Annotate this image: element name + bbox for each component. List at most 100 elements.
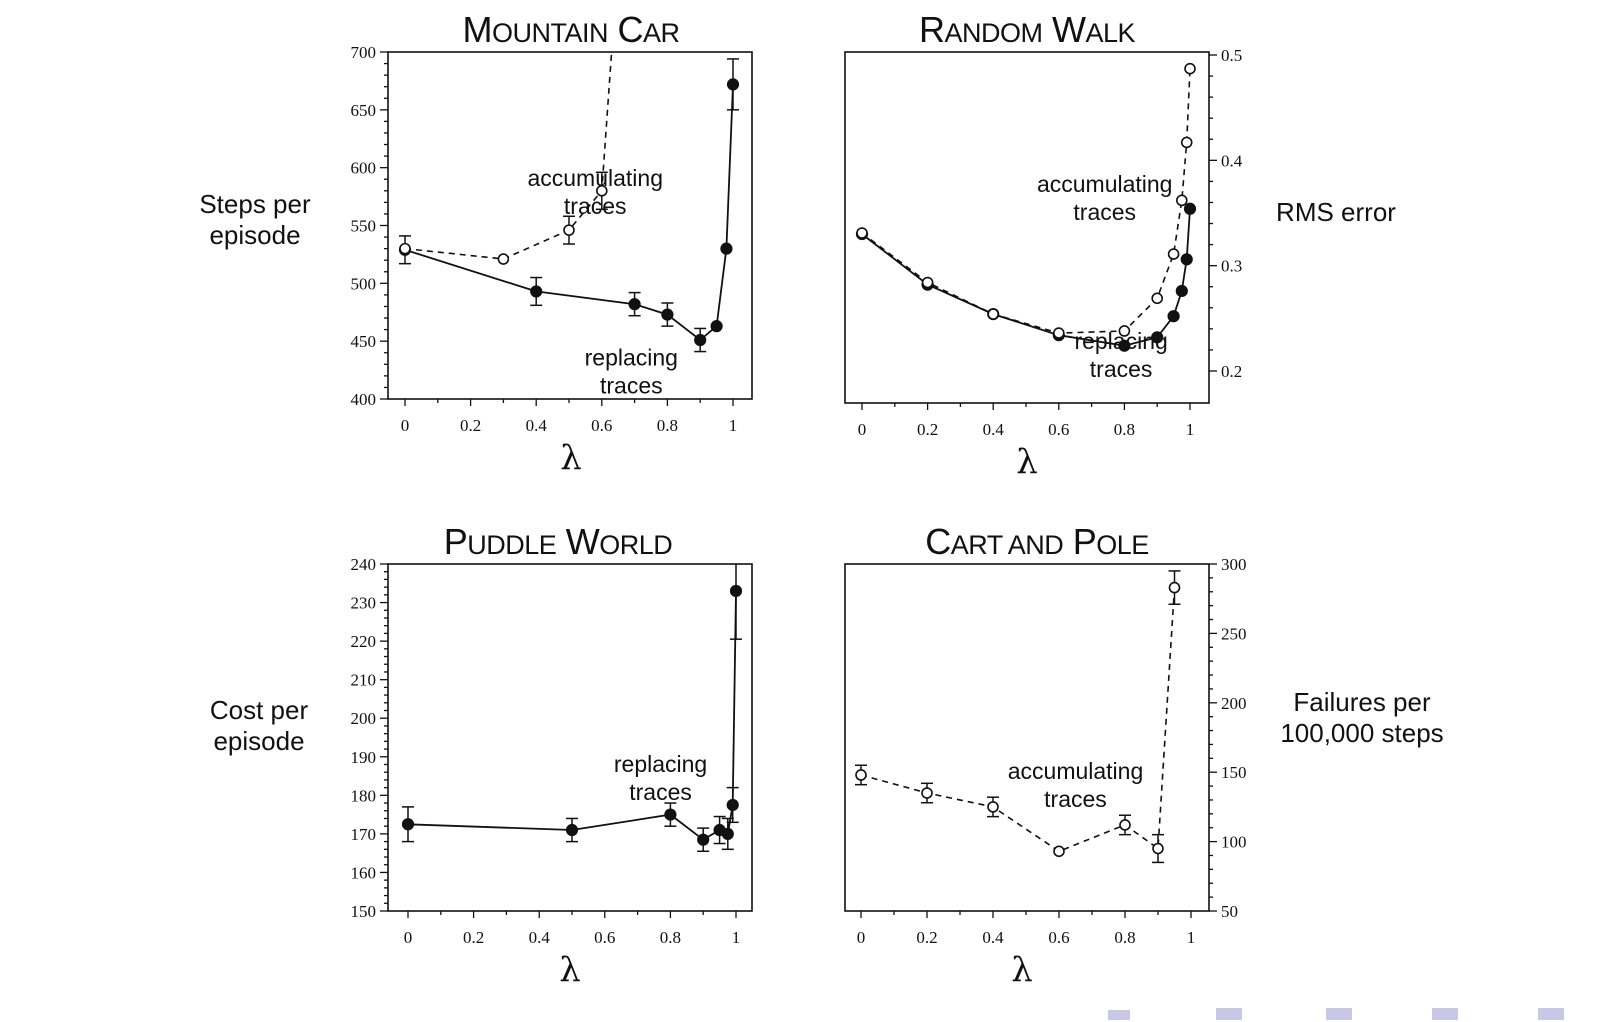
annotation-label: accumulating traces <box>1037 171 1173 225</box>
cart-and-pole-title: CART AND POLE <box>925 521 1149 562</box>
data-point <box>726 798 739 812</box>
title-part: W <box>556 521 600 562</box>
data-point <box>710 320 723 333</box>
y-axis-label-line: Steps per <box>199 189 311 219</box>
data-point <box>921 787 933 799</box>
annotation-label: replacing traces <box>1074 328 1167 382</box>
x-tick-label: 0.4 <box>529 928 551 947</box>
data-point <box>987 801 999 813</box>
title-part: P <box>444 521 468 562</box>
y-tick-label: 150 <box>1221 763 1247 782</box>
title-part: W <box>1042 9 1086 50</box>
y-axis-label-line: Failures per <box>1293 687 1431 717</box>
mountain-car-x-axis-label: λ <box>560 438 582 478</box>
title-part: C <box>608 9 643 50</box>
annotation-label: replacing traces <box>585 344 678 398</box>
annotation-line: accumulating <box>1008 758 1144 784</box>
data-point <box>1184 62 1196 75</box>
x-tick-label: 0.6 <box>1048 420 1069 439</box>
data-point <box>595 185 608 197</box>
series-line <box>860 587 1176 853</box>
data-point <box>1180 253 1193 266</box>
y-tick-label: 700 <box>351 43 377 62</box>
y-tick-label: 160 <box>351 863 377 882</box>
x-tick-label: 0 <box>857 928 866 947</box>
random-walk-series-accumulating <box>856 62 1196 339</box>
y-tick-label: 250 <box>1221 624 1247 643</box>
data-point <box>661 308 674 321</box>
data-point <box>1053 327 1065 339</box>
x-tick-label: 0.8 <box>1114 420 1135 439</box>
data-point <box>1180 136 1193 149</box>
title-part: R <box>919 9 945 50</box>
y-tick-label: 300 <box>1221 555 1247 574</box>
annotation-line: replacing <box>585 344 678 370</box>
cart-and-pole-y-axis-label: Failures per 100,000 steps <box>1280 687 1443 748</box>
y-axis-label-line: episode <box>209 220 300 250</box>
data-point <box>1183 202 1197 215</box>
data-point <box>628 298 641 311</box>
mountain-car-title: MOUNTAIN CAR <box>462 9 679 50</box>
data-point <box>1118 325 1131 337</box>
annotation-line: accumulating <box>527 165 663 191</box>
x-tick-label: 1 <box>729 416 738 435</box>
annotation-line: traces <box>629 779 692 805</box>
title-part: M <box>462 9 492 50</box>
puddle-world-x-axis-label: λ <box>559 950 581 990</box>
y-axis-label-line: 100,000 steps <box>1280 718 1443 748</box>
data-point <box>1119 819 1131 831</box>
y-tick-label: 220 <box>351 632 377 651</box>
annotation-line: traces <box>564 193 627 219</box>
data-point <box>1053 845 1065 858</box>
annotation-line: traces <box>1090 356 1153 382</box>
x-tick-label: 0.2 <box>916 928 937 947</box>
title-part: ART AND <box>951 530 1064 560</box>
title-part: OUNTAIN <box>492 18 608 48</box>
x-tick-label: 1 <box>732 928 741 947</box>
x-tick-label: 0.6 <box>591 416 612 435</box>
mountain-car-series-accumulating <box>399 52 613 265</box>
y-axis-label-line: episode <box>213 726 304 756</box>
title-part: OLE <box>1096 530 1149 560</box>
data-point <box>856 227 868 239</box>
random-walk-x-axis-label: λ <box>1016 442 1038 482</box>
x-tick-label: 0.4 <box>526 416 548 435</box>
x-tick-label: 0 <box>401 416 410 435</box>
y-tick-label: 170 <box>351 825 377 844</box>
data-point <box>694 333 707 347</box>
mountain-car-chart: MOUNTAIN CAR 0 0.2 0.4 0.6 0.8 1 400 450 500 550 60… <box>199 9 753 478</box>
y-tick-label: 180 <box>351 786 377 805</box>
data-point <box>1167 310 1180 323</box>
data-point <box>1118 339 1131 352</box>
title-part: ALK <box>1085 18 1135 48</box>
x-tick-label: 0.4 <box>982 928 1004 947</box>
annotation-label: replacing traces <box>614 751 707 805</box>
annotation-label: accumulating traces <box>527 165 663 219</box>
data-point <box>1151 331 1164 344</box>
x-tick-label: 0.8 <box>657 416 678 435</box>
cart-and-pole-series-accumulating <box>855 570 1181 864</box>
slide-nav-decoration <box>1108 1008 1564 1020</box>
annotation-line: traces <box>1073 199 1136 225</box>
puddle-world-y-axis-label: Cost per episode <box>210 695 309 756</box>
data-point <box>1175 284 1188 298</box>
annotation-line: replacing <box>1074 328 1167 354</box>
puddle-world-plot-frame <box>387 563 753 912</box>
y-tick-label: 0.2 <box>1221 362 1242 381</box>
data-point <box>401 818 415 831</box>
y-tick-label: 650 <box>351 101 377 120</box>
x-tick-label: 0 <box>404 928 413 947</box>
y-tick-label: 230 <box>351 594 377 613</box>
y-tick-label: 210 <box>351 671 377 690</box>
data-point <box>1167 248 1180 260</box>
puddle-world-chart: PUDDLE WORLD 0 0.2 0.4 0.6 0.8 1 150 160 170 180 19… <box>210 521 753 990</box>
title-part: AR <box>643 18 680 48</box>
x-tick-label: 0.4 <box>983 420 1005 439</box>
y-tick-label: 50 <box>1221 902 1238 921</box>
mountain-car-y-axis-label: Steps per episode <box>199 189 311 250</box>
data-point <box>729 584 743 598</box>
x-tick-label: 0.2 <box>463 928 484 947</box>
y-tick-label: 100 <box>1221 833 1247 852</box>
x-tick-label: 1 <box>1187 928 1196 947</box>
